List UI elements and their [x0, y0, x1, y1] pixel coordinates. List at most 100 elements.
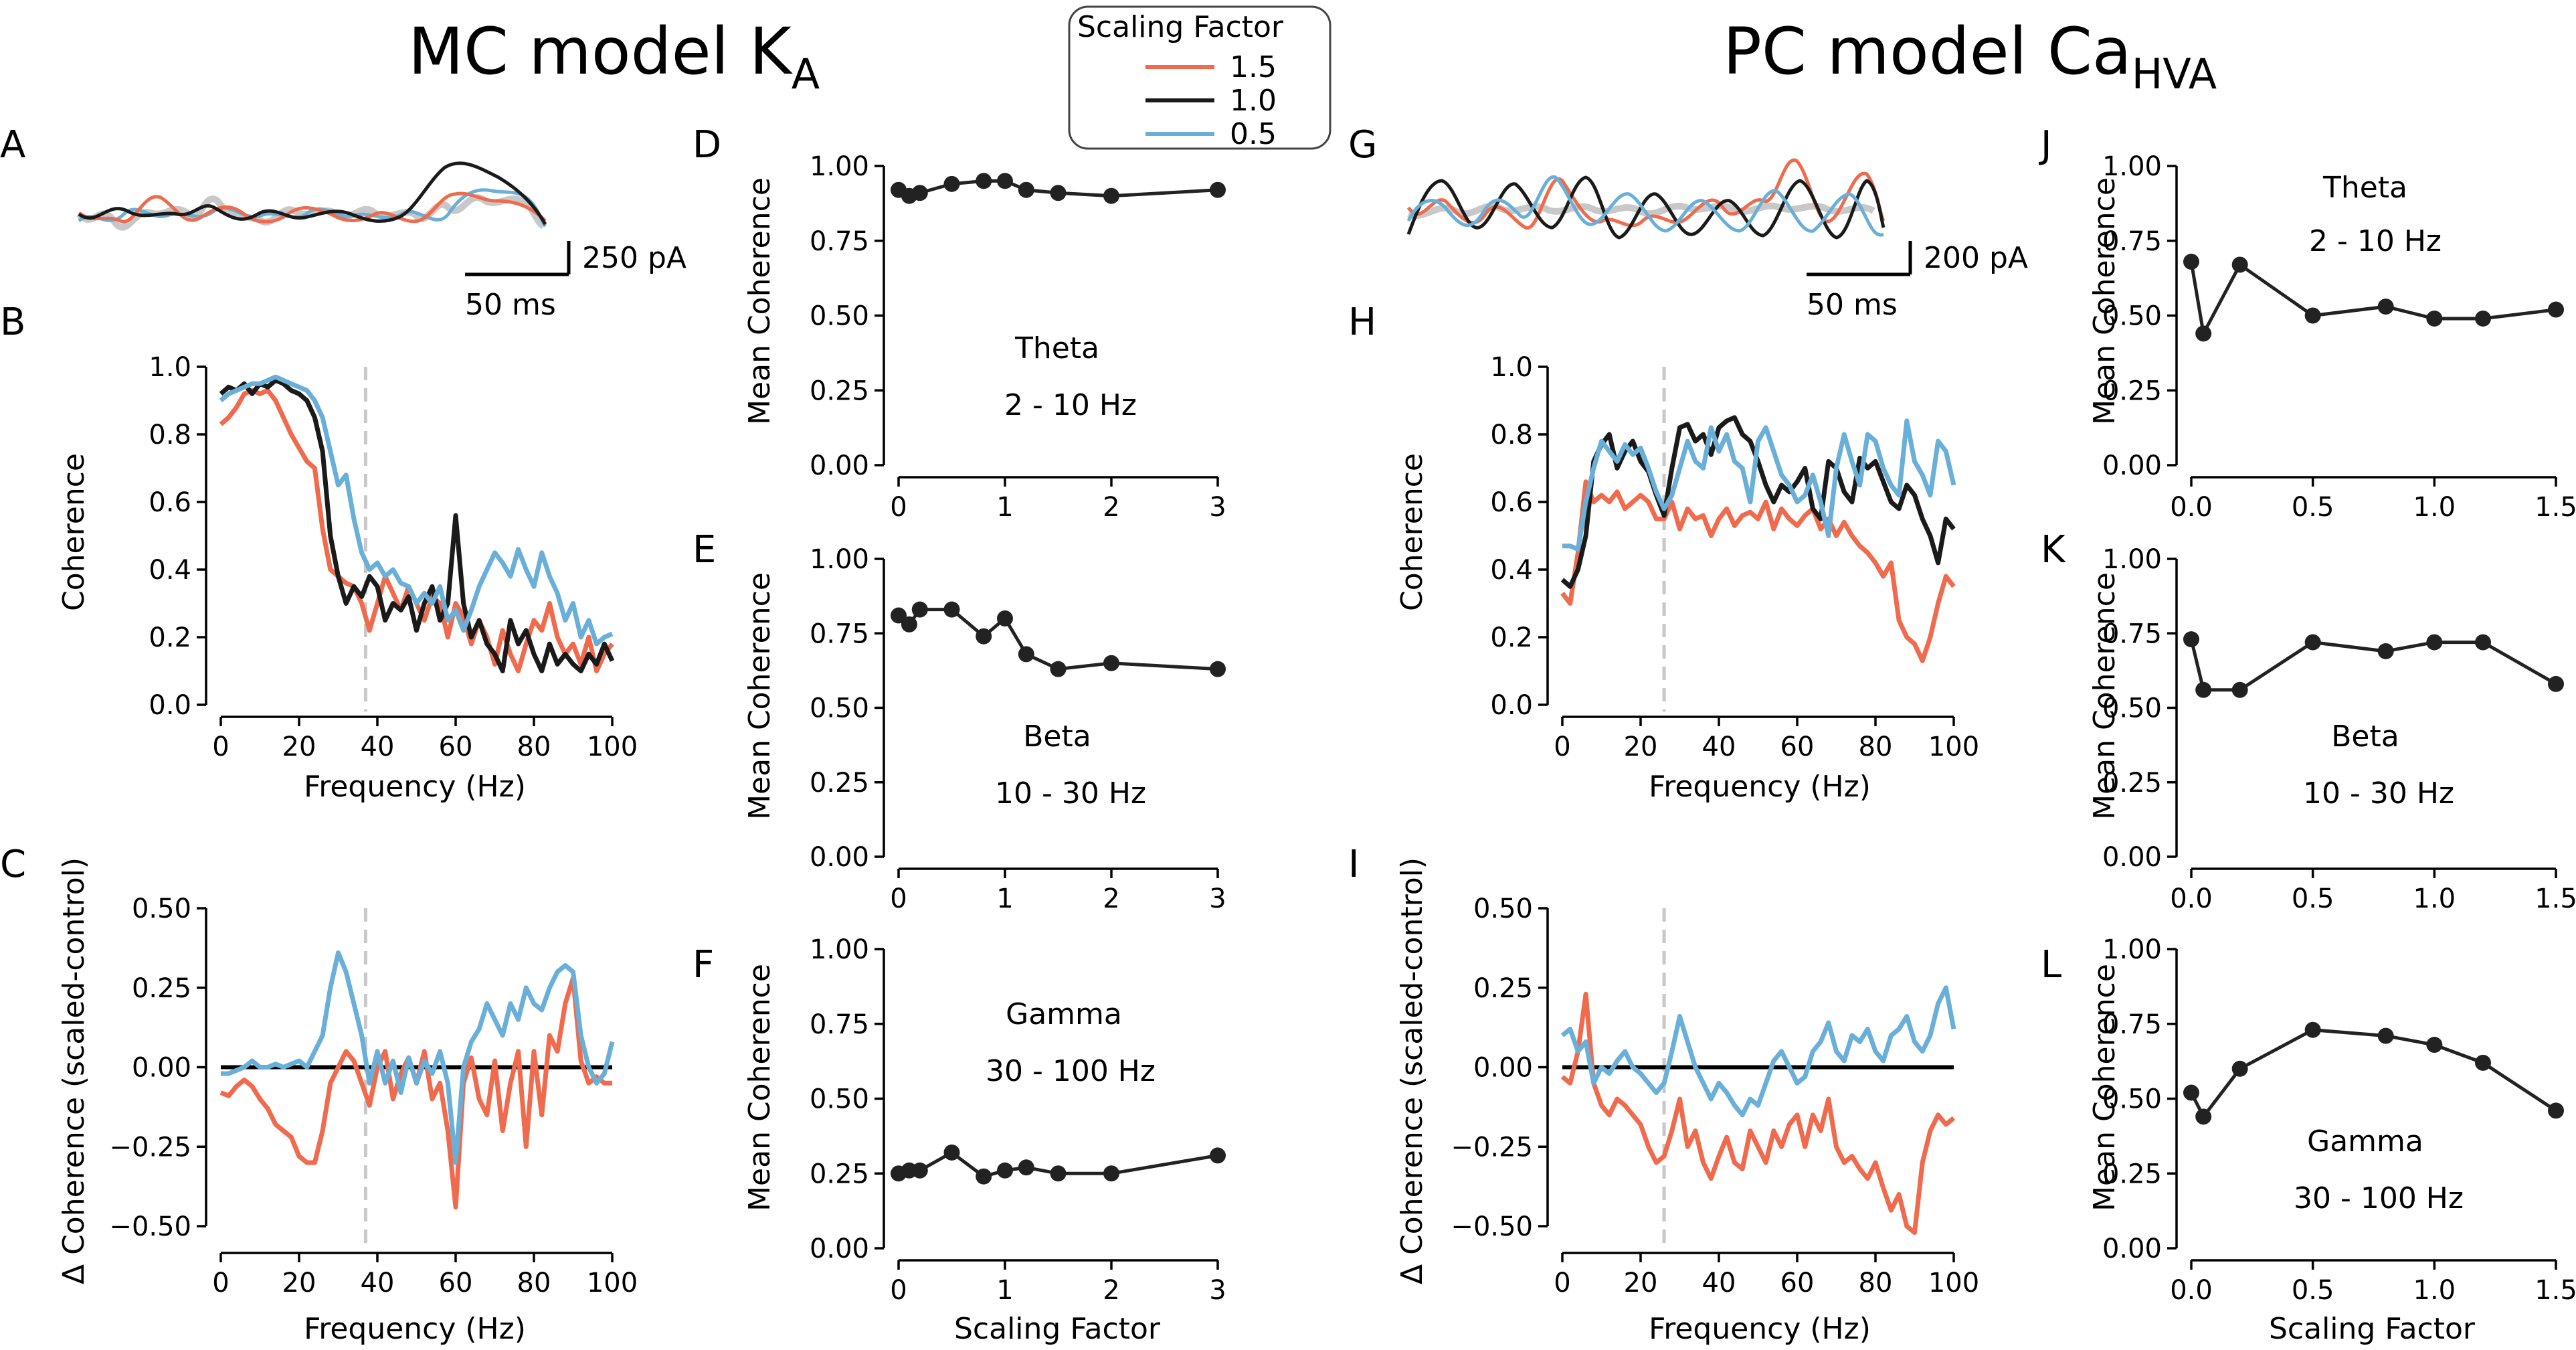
- x-tick-label-c: 60: [439, 1268, 473, 1298]
- data-point-l: [2377, 1027, 2394, 1044]
- series-line-c-1-5: [219, 976, 612, 1209]
- x-tick-label-j: 1.0: [2413, 492, 2456, 523]
- x-tick-label-b: 60: [439, 732, 473, 762]
- data-point-j: [2377, 299, 2394, 315]
- panel-letter-b: B: [0, 301, 25, 344]
- series-line-h-0-5: [1562, 418, 1956, 552]
- panel-letter-h: H: [1348, 301, 1376, 344]
- y-tick-label-j: 0.00: [2102, 450, 2162, 481]
- data-point-e: [1210, 661, 1226, 677]
- y-tick-label-c: 0.25: [132, 973, 191, 1004]
- plot-layer: 0.00.20.40.60.81.00 20 40 60 80 1000.500.250.…: [109, 151, 2576, 1306]
- data-point-j: [2195, 325, 2212, 342]
- x-tick-label-f: 3: [1209, 1275, 1226, 1306]
- chart-e: 0.00 0.25 0.50 0.75 1.00 0 1 2 3: [810, 544, 1226, 914]
- y-tick-label-e: 0.50: [810, 693, 869, 724]
- chart-h: 0.0 0.2 0.4 0.6 0.8 1.0 0 20 40 60 80 100: [1490, 352, 1979, 762]
- data-point-e: [976, 628, 992, 645]
- y-tick-label-d: 1.00: [810, 151, 869, 182]
- y-tick-label-k: 0.00: [2102, 842, 2162, 873]
- data-point-l: [2426, 1037, 2443, 1053]
- y-tick-label-h: 1.0: [1490, 352, 1533, 383]
- data-point-d: [943, 175, 960, 192]
- y-tick-label-h: 0.8: [1490, 420, 1533, 450]
- trace-panel-a: 250 pA 50 ms: [76, 161, 686, 322]
- ylabel-b: Coherence: [57, 453, 91, 611]
- panel-letter-g: G: [1348, 123, 1377, 167]
- mean-line-e: [897, 608, 1218, 671]
- x-tick-label-i: 80: [1859, 1268, 1893, 1298]
- y-tick-label-b: 0.8: [149, 420, 191, 450]
- y-tick-label-l: 0.25: [2102, 1159, 2162, 1189]
- data-point-k: [2548, 675, 2564, 692]
- ylabel-d: Mean Coherence: [743, 177, 777, 425]
- series-line-c-0-5: [221, 950, 615, 1165]
- band-l-name: Gamma: [2307, 1124, 2423, 1159]
- data-point-e: [1018, 646, 1034, 663]
- data-point-k: [2377, 643, 2394, 659]
- data-point-f: [1018, 1159, 1034, 1176]
- ylabel-j: Mean Coherence: [2088, 177, 2122, 425]
- series-line-b-1-0: [219, 377, 615, 673]
- band-f-range: 30 - 100 Hz: [986, 1054, 1156, 1088]
- x-tick-label-k: 0.5: [2292, 883, 2334, 914]
- y-tick-label-f: 1.00: [810, 934, 869, 965]
- y-tick-label-l: 0.75: [2102, 1009, 2162, 1040]
- y-tick-label-c: 0.50: [132, 894, 191, 924]
- data-point-d: [1050, 185, 1067, 201]
- x-tick-label-k: 1.0: [2413, 883, 2456, 914]
- x-tick-label-e: 2: [1103, 883, 1119, 914]
- data-point-f: [1050, 1165, 1067, 1182]
- data-point-k: [2304, 634, 2321, 651]
- x-tick-label-c: 80: [517, 1268, 551, 1298]
- x-tick-label-l: 0.0: [2170, 1275, 2213, 1306]
- series-line-i-0-5: [1560, 985, 1956, 1118]
- x-tick-label-h: 60: [1780, 732, 1815, 762]
- data-point-e: [911, 601, 928, 618]
- y-tick-label-d: 0.75: [810, 226, 869, 257]
- y-tick-label-e: 1.00: [810, 544, 869, 575]
- x-tick-label-i: 20: [1624, 1268, 1658, 1298]
- trace-panel-g: 200 pA 50 ms: [1406, 158, 2028, 322]
- y-tick-label-b: 0.4: [149, 555, 191, 586]
- y-tick-label-j: 0.25: [2102, 375, 2162, 406]
- x-tick-label-e: 0: [890, 883, 907, 914]
- panel-letter-d: D: [693, 123, 721, 167]
- legend-entry-1-0: 1.0: [1230, 84, 1277, 118]
- data-point-k: [2183, 631, 2199, 648]
- x-tick-label-l: 1.0: [2413, 1275, 2456, 1306]
- y-tick-label-d: 0.00: [810, 450, 869, 481]
- y-tick-label-e: 0.75: [810, 618, 869, 649]
- x-tick-label-d: 1: [996, 492, 1013, 523]
- y-tick-label-j: 1.00: [2102, 151, 2162, 182]
- data-point-f: [997, 1162, 1013, 1179]
- panel-letter-e: E: [693, 528, 716, 572]
- data-point-j: [2304, 307, 2321, 324]
- x-tick-label-d: 0: [890, 492, 907, 523]
- data-point-e: [997, 610, 1013, 626]
- x-tick-label-i: 100: [1928, 1268, 1979, 1298]
- y-tick-label-l: 0.00: [2102, 1234, 2162, 1264]
- scalebar-a-time: 50 ms: [465, 288, 556, 322]
- data-point-l: [2304, 1021, 2321, 1038]
- xlabel-c: Frequency (Hz): [304, 1312, 526, 1346]
- scalebar-g-time: 50 ms: [1807, 288, 1898, 322]
- ylabel-h: Coherence: [1395, 453, 1429, 611]
- band-f-name: Gamma: [1006, 997, 1122, 1031]
- data-point-d: [1210, 181, 1226, 198]
- y-tick-label-k: 0.25: [2102, 768, 2162, 798]
- data-point-d: [997, 173, 1013, 189]
- data-point-e: [891, 607, 907, 624]
- x-tick-label-f: 0: [890, 1275, 907, 1306]
- x-tick-label-i: 40: [1702, 1268, 1736, 1298]
- panel-letter-f: F: [693, 943, 714, 987]
- data-point-f: [1103, 1165, 1119, 1182]
- chart-k: 0.00 0.25 0.50 0.75 1.00 0.0 0.5 1.0 1.5: [2102, 544, 2576, 914]
- band-k-name: Beta: [2331, 720, 2399, 754]
- scalebar-a-current: 250 pA: [582, 241, 686, 275]
- y-tick-label-k: 0.50: [2102, 693, 2162, 724]
- x-tick-label-h: 100: [1928, 732, 1979, 762]
- x-tick-label-l: 0.5: [2292, 1275, 2334, 1306]
- legend-entry-0-5: 0.5: [1230, 117, 1277, 151]
- legend: Scaling Factor 1.5 1.0 0.5: [1068, 5, 1331, 151]
